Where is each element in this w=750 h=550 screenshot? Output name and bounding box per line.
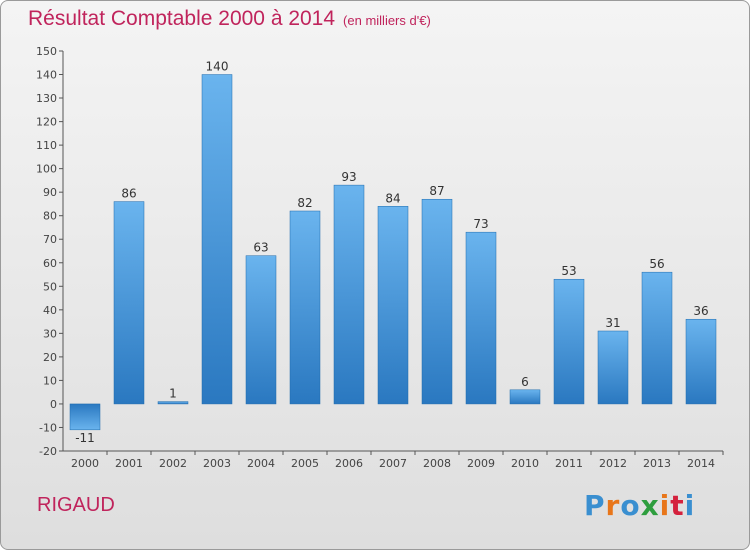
logo-letter: x xyxy=(640,489,660,522)
value-label-2002: 1 xyxy=(169,387,177,401)
value-labels: -11 86 1 140 63 82 93 84 87 73 6 53 31 56 36 xyxy=(75,60,708,445)
value-label-2005: 82 xyxy=(297,196,312,210)
y-tick-label: 90 xyxy=(43,186,57,199)
logo-letter: P xyxy=(584,489,606,522)
bar-2008 xyxy=(421,198,453,405)
y-tick-label: 0 xyxy=(50,398,57,411)
value-label-2007: 84 xyxy=(385,191,400,205)
value-label-2004: 63 xyxy=(253,241,268,255)
value-label-2001: 86 xyxy=(121,187,136,201)
y-tick-label: 140 xyxy=(36,69,57,82)
y-tick-label: 50 xyxy=(43,280,57,293)
y-tick-label: 10 xyxy=(43,374,57,387)
logo-letter: i xyxy=(684,489,696,522)
value-label-2008: 87 xyxy=(429,184,444,198)
proxiti-logo: Proxiti xyxy=(584,489,695,522)
bar-2003 xyxy=(201,74,233,405)
x-tick-label: 2008 xyxy=(423,457,451,470)
value-label-2013: 56 xyxy=(649,257,664,271)
y-tick-label: 40 xyxy=(43,304,57,317)
logo-letter: r xyxy=(605,489,621,522)
value-label-2011: 53 xyxy=(561,264,576,278)
bar-2013 xyxy=(641,271,673,405)
chart-title-text: Résultat Comptable 2000 à 2014 xyxy=(28,7,336,30)
bars xyxy=(69,74,717,431)
y-tick-label: 130 xyxy=(36,92,57,105)
bar-2014 xyxy=(685,318,717,405)
bar-2011 xyxy=(553,278,585,405)
value-label-2003: 140 xyxy=(206,60,229,74)
x-tick-label: 2014 xyxy=(687,457,715,470)
value-label-2014: 36 xyxy=(693,304,708,318)
y-tick-label: 70 xyxy=(43,233,57,246)
y-tick-label: -10 xyxy=(39,421,57,434)
x-tick-label: 2006 xyxy=(335,457,363,470)
logo-letter: o xyxy=(620,489,641,522)
value-label-2012: 31 xyxy=(605,316,620,330)
bar-2001 xyxy=(113,201,145,405)
commune-name: RIGAUD xyxy=(37,494,115,516)
y-tick-label: 20 xyxy=(43,351,57,364)
bar-2009 xyxy=(465,231,497,405)
x-tick-label: 2007 xyxy=(379,457,407,470)
chart-subtitle: (en milliers d'€) xyxy=(343,13,431,28)
x-tick-label: 2012 xyxy=(599,457,627,470)
value-label-2009: 73 xyxy=(473,217,488,231)
y-tick-label: 120 xyxy=(36,116,57,129)
logo-letter: t xyxy=(670,489,685,522)
x-tick-label: 2004 xyxy=(247,457,275,470)
x-tick-label: 2005 xyxy=(291,457,319,470)
x-tick-label: 2001 xyxy=(115,457,143,470)
x-tick-label: 2000 xyxy=(71,457,99,470)
bar-2010 xyxy=(509,389,541,405)
y-tick-label: 60 xyxy=(43,257,57,270)
y-tick-label: 150 xyxy=(36,45,57,58)
bar-2004 xyxy=(245,255,277,405)
y-tick-label: 110 xyxy=(36,139,57,152)
bar-2007 xyxy=(377,206,409,405)
y-tick-label: -20 xyxy=(39,445,57,458)
axes: -20 -10 0 10 20 30 40 50 60 70 80 90 100 110 120 130 140… xyxy=(36,45,724,470)
chart-title: Résultat Comptable 2000 à 2014 (en millie… xyxy=(28,7,431,31)
x-tick-label: 2009 xyxy=(467,457,495,470)
x-tick-label: 2002 xyxy=(159,457,187,470)
bar-2006 xyxy=(333,184,365,405)
value-label-2006: 93 xyxy=(341,170,356,184)
x-tick-label: 2010 xyxy=(511,457,539,470)
bar-2002 xyxy=(157,401,189,405)
logo-letter: i xyxy=(659,489,671,522)
bar-2000 xyxy=(69,403,101,431)
value-label-2010: 6 xyxy=(521,375,529,389)
value-label-2000: -11 xyxy=(75,431,95,445)
x-tick-label: 2011 xyxy=(555,457,583,470)
bar-2005 xyxy=(289,210,321,405)
y-tick-label: 30 xyxy=(43,327,57,340)
y-tick-label: 80 xyxy=(43,210,57,223)
bar-2012 xyxy=(597,330,629,405)
x-tick-label: 2013 xyxy=(643,457,671,470)
x-tick-label: 2003 xyxy=(203,457,231,470)
y-tick-label: 100 xyxy=(36,163,57,176)
